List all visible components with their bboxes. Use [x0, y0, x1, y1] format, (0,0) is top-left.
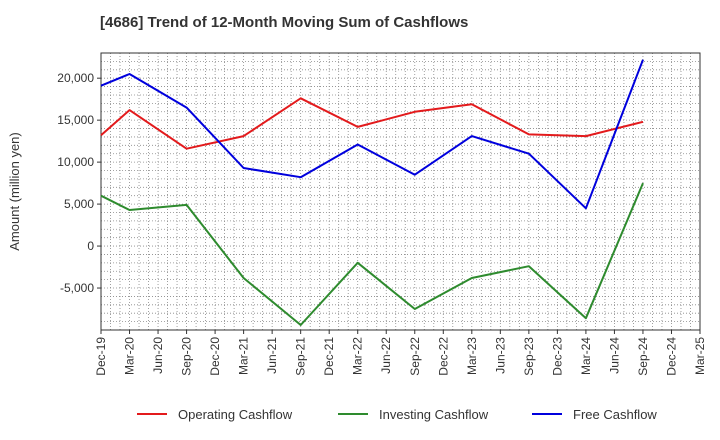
legend-label: Investing Cashflow [379, 407, 489, 422]
x-tick-label: Mar-21 [237, 337, 251, 375]
y-tick-label: 5,000 [64, 197, 94, 211]
x-axis-ticks: Dec-19 Mar-20 Jun-20 Sep-20 Dec-20 Mar-21 Jun-… [94, 330, 707, 376]
x-tick-label: Mar-24 [579, 337, 593, 375]
x-tick-label: Sep-21 [294, 337, 308, 376]
y-tick-label: -5,000 [60, 281, 94, 295]
x-tick-label: Dec-24 [664, 337, 678, 376]
plot-area-frame [100, 52, 701, 331]
x-tick-label: Dec-19 [94, 337, 108, 376]
x-tick-label: Dec-20 [208, 337, 222, 376]
x-tick-label: Jun-24 [607, 337, 621, 374]
grid [100, 52, 701, 331]
y-tick-label: 15,000 [57, 113, 94, 127]
legend-label: Operating Cashflow [178, 407, 293, 422]
x-tick-label: Mar-20 [123, 337, 137, 375]
x-tick-label: Sep-22 [408, 337, 422, 376]
x-tick-label: Jun-23 [493, 337, 507, 374]
x-tick-label: Jun-22 [379, 337, 393, 374]
y-axis-ticks: 20,000 15,000 10,000 5,000 0 -5,000 [57, 71, 101, 295]
legend: Operating Cashflow Investing Cashflow Free… [137, 407, 657, 422]
series-line-free-cashflow [100, 59, 644, 210]
series-line-operating-cashflow [100, 97, 644, 150]
y-tick-label: 0 [87, 239, 94, 253]
x-tick-label: Jun-21 [265, 337, 279, 374]
series-lines [100, 59, 644, 326]
y-axis-label: Amount (million yen) [7, 132, 22, 251]
x-tick-label: Mar-23 [465, 337, 479, 375]
x-tick-label: Mar-22 [351, 337, 365, 375]
y-tick-label: 10,000 [57, 155, 94, 169]
chart-title: [4686] Trend of 12-Month Moving Sum of C… [100, 14, 469, 31]
x-tick-label: Dec-23 [550, 337, 564, 376]
series-line-investing-cashflow [100, 182, 644, 326]
x-tick-label: Jun-20 [151, 337, 165, 374]
legend-label: Free Cashflow [573, 407, 657, 422]
x-tick-label: Dec-22 [436, 337, 450, 376]
y-tick-label: 20,000 [57, 71, 94, 85]
x-tick-label: Sep-20 [180, 337, 194, 376]
x-tick-label: Mar-25 [693, 337, 707, 375]
x-tick-label: Sep-23 [522, 337, 536, 376]
x-tick-label: Sep-24 [636, 337, 650, 376]
x-tick-label: Dec-21 [322, 337, 336, 376]
